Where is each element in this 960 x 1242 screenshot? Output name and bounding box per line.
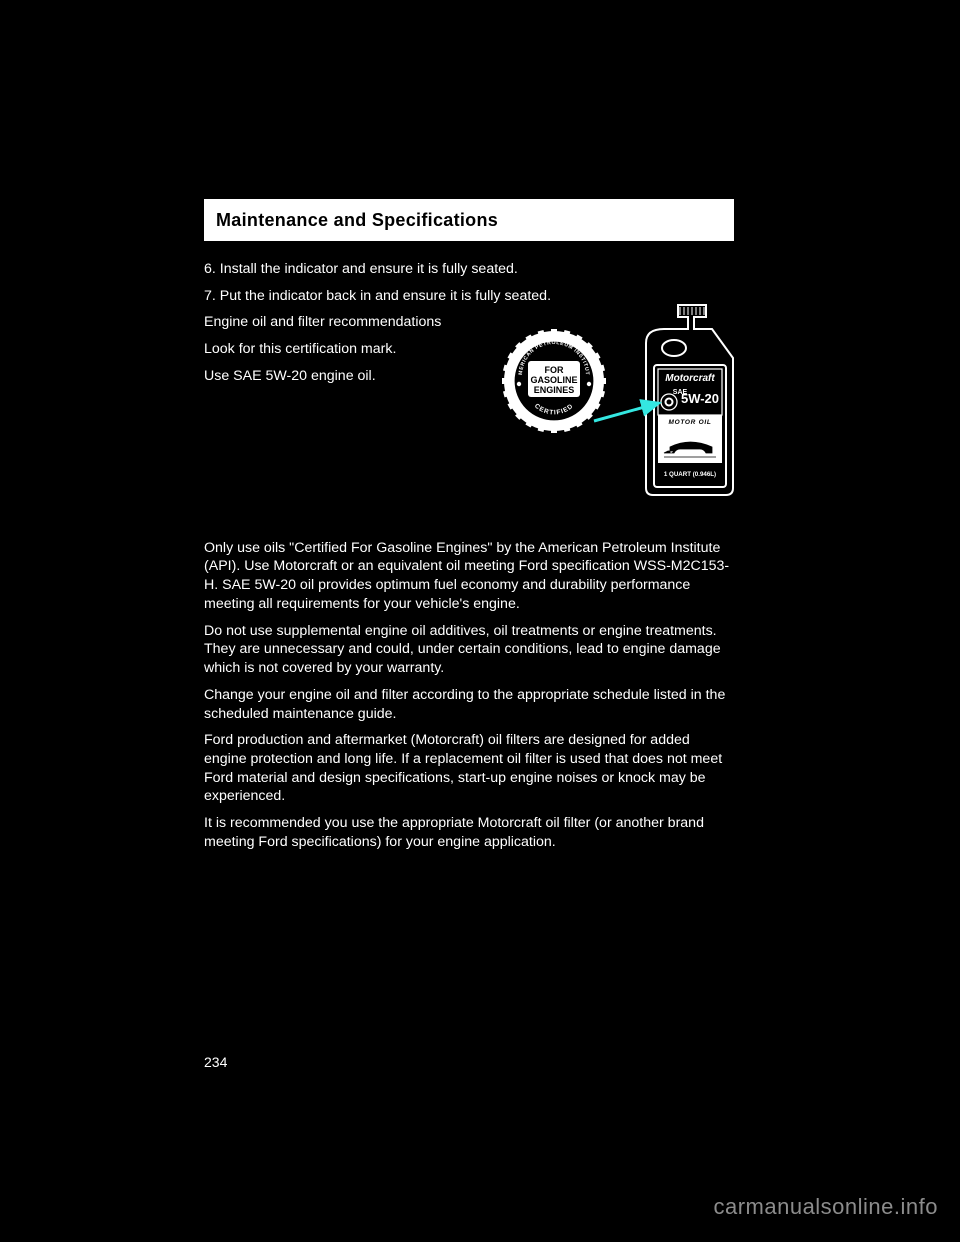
- seal-inner-line2: GASOLINE: [530, 375, 577, 385]
- bottle-subtitle: MOTOR OIL: [668, 419, 711, 426]
- paragraph-change-schedule: Change your engine oil and filter accord…: [204, 686, 734, 723]
- paragraph-recommended-filter: It is recommended you use the appropriat…: [204, 814, 734, 851]
- paragraph-look-for-mark: Look for this certification mark.: [204, 340, 484, 359]
- paragraph-use-5w20: Use SAE 5W-20 engine oil.: [204, 367, 484, 386]
- seal-inner-line1: FOR: [545, 365, 564, 375]
- section-title: Maintenance and Specifications: [216, 210, 498, 231]
- oil-illustration: AMERICAN PETROLEUM INSTITUTE CERTIFIED F…: [499, 303, 734, 503]
- paragraph-step-6: 6. Install the indicator and ensure it i…: [204, 260, 734, 279]
- page-content: 6. Install the indicator and ensure it i…: [204, 260, 734, 860]
- page-number: 234: [204, 1054, 227, 1070]
- oil-svg: AMERICAN PETROLEUM INSTITUTE CERTIFIED F…: [499, 303, 734, 503]
- bottle-volume: 1 QUART (0.946L): [664, 471, 716, 478]
- paragraph-ford-filters: Ford production and aftermarket (Motorcr…: [204, 731, 734, 806]
- watermark-text: carmanualsonline.info: [713, 1194, 938, 1220]
- left-column-text: Engine oil and filter recommendations Lo…: [204, 313, 484, 385]
- api-seal-icon: AMERICAN PETROLEUM INSTITUTE CERTIFIED F…: [502, 329, 606, 433]
- paragraph-certified-oils: Only use oils "Certified For Gasoline En…: [204, 539, 734, 614]
- section-header-bar: Maintenance and Specifications: [204, 199, 734, 241]
- bottle-brand: Motorcraft: [665, 373, 715, 384]
- bottle-grade: 5W-20: [681, 391, 719, 406]
- paragraph-no-additives: Do not use supplemental engine oil addit…: [204, 622, 734, 678]
- oil-bottle-icon: Motorcraft SAE 5W-20 MOTOR OIL: [646, 305, 733, 495]
- illustration-row: Engine oil and filter recommendations Lo…: [204, 313, 734, 385]
- seal-inner-line3: ENGINES: [534, 385, 575, 395]
- manual-page: Maintenance and Specifications 6. Instal…: [0, 0, 960, 1242]
- paragraph-recommendations-heading: Engine oil and filter recommendations: [204, 313, 484, 332]
